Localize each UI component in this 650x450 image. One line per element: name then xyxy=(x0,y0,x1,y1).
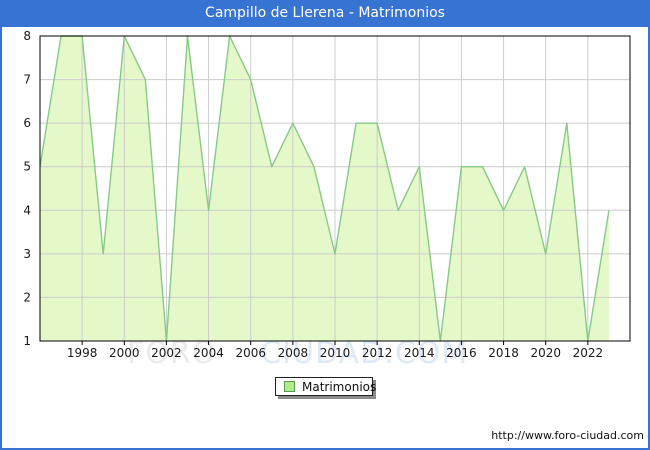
svg-text:2010: 2010 xyxy=(320,346,351,360)
svg-text:2: 2 xyxy=(23,290,31,304)
svg-text:2012: 2012 xyxy=(362,346,393,360)
svg-text:2018: 2018 xyxy=(488,346,519,360)
svg-text:2000: 2000 xyxy=(109,346,140,360)
svg-text:2006: 2006 xyxy=(235,346,266,360)
legend-swatch-matrimonios xyxy=(284,381,295,392)
svg-text:2014: 2014 xyxy=(404,346,435,360)
svg-text:5: 5 xyxy=(23,160,31,174)
svg-text:2002: 2002 xyxy=(151,346,182,360)
svg-text:2020: 2020 xyxy=(530,346,561,360)
title-bar: Campillo de Llerena - Matrimonios xyxy=(0,0,650,27)
svg-text:1: 1 xyxy=(23,334,31,348)
svg-text:2016: 2016 xyxy=(446,346,477,360)
svg-text:6: 6 xyxy=(23,116,31,130)
chart-title: Campillo de Llerena - Matrimonios xyxy=(205,5,445,21)
svg-text:7: 7 xyxy=(23,73,31,87)
legend: Matrimonios xyxy=(275,377,377,396)
legend-label: Matrimonios xyxy=(302,379,377,394)
svg-text:3: 3 xyxy=(23,247,31,261)
svg-text:2022: 2022 xyxy=(573,346,604,360)
svg-text:4: 4 xyxy=(23,203,31,217)
svg-text:8: 8 xyxy=(23,29,31,43)
footer-url: http://www.foro-ciudad.com xyxy=(491,429,644,442)
svg-text:2008: 2008 xyxy=(278,346,309,360)
svg-text:2004: 2004 xyxy=(193,346,224,360)
svg-text:1998: 1998 xyxy=(67,346,98,360)
